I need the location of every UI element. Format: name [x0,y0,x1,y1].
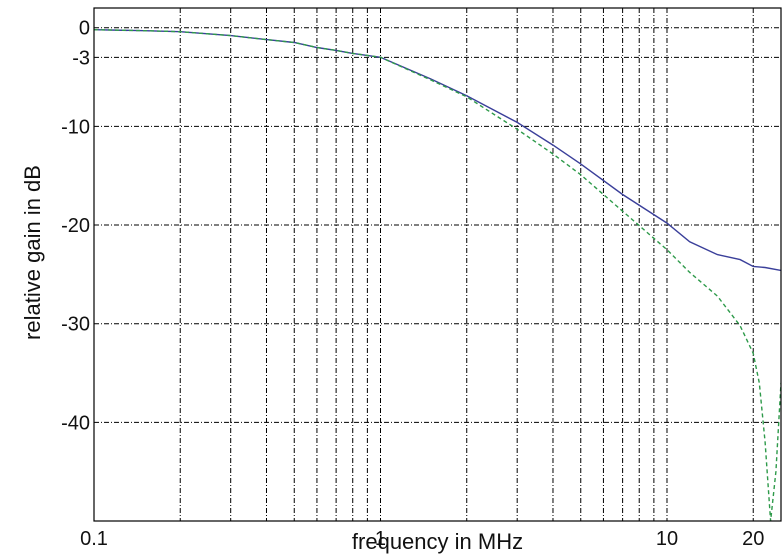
y-tick-label: -3 [72,47,90,69]
y-tick-label: -10 [61,116,90,138]
x-tick-label: 10 [656,528,678,550]
y-tick-label: -20 [61,215,90,237]
y-tick-label: 0 [79,18,90,40]
series-layer [94,29,781,521]
series-line-dashed [94,29,781,521]
tick-labels: 0.1 1 10 20 0 -3 -10 -20 -30 -40 [61,18,764,550]
grid [94,8,781,521]
y-tick-label: -30 [61,314,90,336]
x-tick-label: 1 [375,528,386,550]
series-line-solid [94,29,781,272]
x-tick-label: 0.1 [80,528,108,550]
y-axis-label: relative gain in dB [20,165,45,340]
y-tick-label: -40 [61,412,90,434]
x-axis-label: frequency in MHz [352,529,523,554]
x-tick-label: 20 [742,528,764,550]
plot-frame [93,7,782,522]
